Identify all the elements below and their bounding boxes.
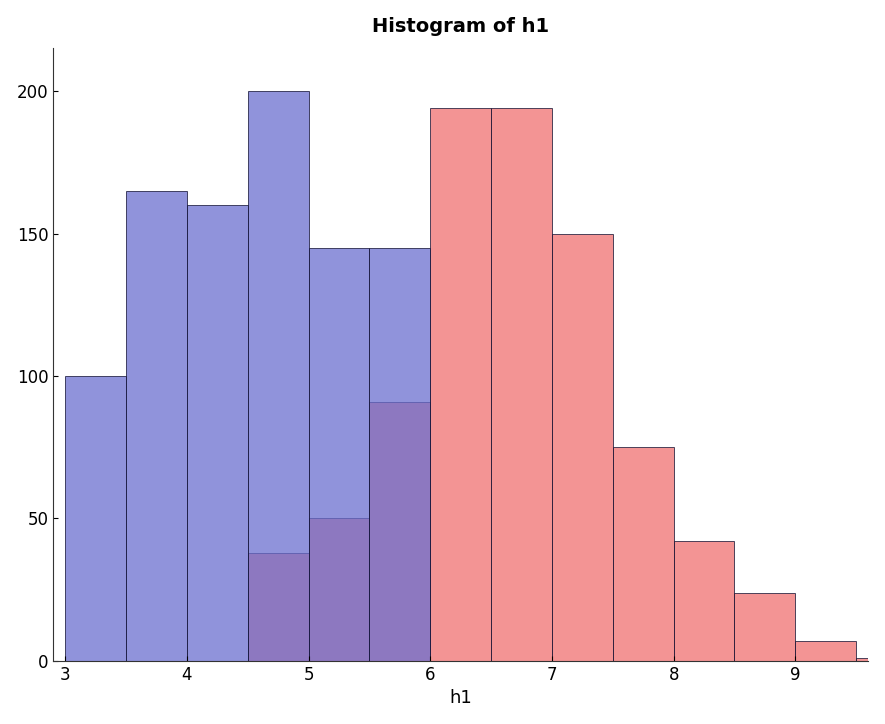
Bar [309,518,370,661]
Bar [735,592,796,661]
Bar [552,234,612,661]
Bar [127,191,187,661]
Bar [248,552,309,661]
Bar [612,447,673,661]
X-axis label: h1: h1 [450,689,472,707]
Bar [856,658,885,661]
Bar [430,108,491,661]
Bar [370,402,430,661]
Bar [65,376,127,661]
Bar [796,641,856,661]
Bar [187,205,248,661]
Bar [370,248,430,661]
Bar [673,542,735,661]
Title: Histogram of h1: Histogram of h1 [373,17,550,35]
Bar [248,91,309,661]
Bar [309,248,370,661]
Bar [491,108,552,661]
